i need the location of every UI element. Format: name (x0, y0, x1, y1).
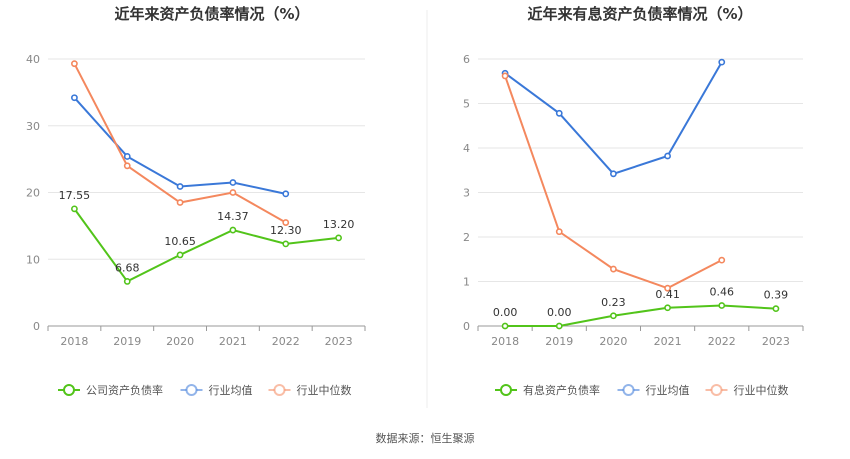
data-label: 10.65 (164, 235, 196, 248)
data-label: 0.23 (601, 296, 626, 309)
x-tick-label: 2021 (219, 335, 247, 348)
data-point (123, 278, 131, 285)
data-point (718, 256, 726, 264)
data-point (610, 312, 617, 320)
legend-label: 行业中位数 (297, 383, 352, 397)
x-tick-label: 2018 (491, 335, 519, 348)
data-label: 12.30 (270, 224, 302, 237)
data-point (501, 322, 509, 330)
y-tick-label: 0 (463, 320, 470, 333)
data-point (229, 179, 237, 186)
x-tick-label: 2019 (545, 335, 573, 348)
data-label: 0.41 (655, 288, 680, 301)
x-tick-label: 2020 (166, 335, 194, 348)
y-tick-label: 20 (26, 187, 40, 200)
legend-marker (185, 384, 198, 396)
data-point (664, 284, 671, 292)
x-tick-label: 2019 (113, 335, 141, 348)
data-point (282, 219, 290, 226)
y-tick-label: 5 (463, 98, 470, 111)
data-point (555, 322, 563, 330)
data-point (123, 162, 131, 170)
x-tick-label: 2020 (599, 335, 627, 348)
source-note: 数据来源：恒生聚源 (376, 431, 475, 445)
x-tick-label: 2021 (654, 335, 682, 348)
data-point (282, 240, 290, 248)
x-tick-label: 2023 (325, 335, 353, 348)
series-line-0 (73, 208, 339, 283)
data-point (71, 205, 78, 213)
data-label: 14.37 (217, 210, 249, 223)
data-point (282, 190, 290, 198)
legend-marker (500, 384, 512, 396)
data-point (335, 234, 342, 242)
data-point (176, 199, 184, 206)
y-tick-label: 30 (26, 120, 40, 133)
panel-asset-liability-ratio: 近年来资产负债率情况（%） 0 10 20 30 40 2018 2019 2020 2021 20… (26, 5, 366, 397)
data-point (772, 305, 780, 313)
data-point (229, 189, 237, 196)
chart-title: 近年来有息资产负债率情况（%） (527, 5, 752, 23)
series-line-0 (505, 304, 776, 327)
legend-label: 行业均值 (209, 384, 253, 397)
data-point (664, 152, 671, 160)
data-point (176, 251, 184, 259)
data-label: 0.39 (764, 289, 789, 302)
chart-title: 近年来资产负债率情况（%） (114, 5, 309, 23)
legend-label: 有息资产负债率 (523, 383, 600, 397)
data-label: 0.00 (493, 306, 518, 319)
panel-interest-bearing-liability-ratio: 近年来有息资产负债率情况（%） 0 1 2 3 4 5 6 2018 2019 2020 2021 20… (463, 5, 804, 397)
series-line-1 (73, 97, 286, 195)
series-line-2 (73, 63, 287, 224)
data-label: 0.46 (710, 286, 735, 299)
y-tick-label: 1 (463, 276, 470, 289)
y-tick-label: 6 (463, 53, 470, 66)
data-point (71, 60, 78, 68)
legend-marker (710, 384, 723, 396)
data-point (229, 226, 237, 234)
data-label: 17.55 (59, 189, 91, 202)
data-label: 6.68 (115, 261, 140, 274)
data-point (501, 72, 509, 80)
data-point (664, 304, 671, 312)
x-tick-label: 2018 (60, 335, 88, 348)
legend-marker (622, 384, 635, 396)
y-tick-label: 4 (463, 142, 470, 155)
legend-label: 行业均值 (646, 384, 690, 397)
data-point (555, 109, 563, 117)
legend-marker (63, 384, 75, 396)
y-tick-label: 0 (33, 320, 40, 333)
legend-label: 行业中位数 (734, 383, 789, 397)
legend-label: 公司资产负债率 (86, 383, 163, 397)
data-label: 0.00 (547, 306, 572, 319)
data-point (610, 170, 617, 178)
x-tick-label: 2022 (708, 335, 736, 348)
data-point (555, 228, 563, 236)
data-point (718, 58, 726, 66)
data-point (718, 302, 726, 309)
y-tick-label: 40 (26, 53, 40, 66)
x-tick-label: 2022 (272, 335, 300, 348)
series-line-2 (504, 75, 723, 290)
data-point (123, 153, 131, 160)
data-point (71, 94, 78, 102)
data-point (610, 265, 617, 273)
y-tick-label: 2 (463, 231, 470, 244)
data-label: 13.20 (323, 218, 355, 231)
y-tick-label: 3 (463, 187, 470, 200)
y-tick-label: 10 (26, 253, 40, 266)
data-point (176, 183, 184, 190)
series-line-1 (504, 61, 723, 175)
legend-marker (273, 384, 286, 396)
x-tick-label: 2023 (762, 335, 790, 348)
